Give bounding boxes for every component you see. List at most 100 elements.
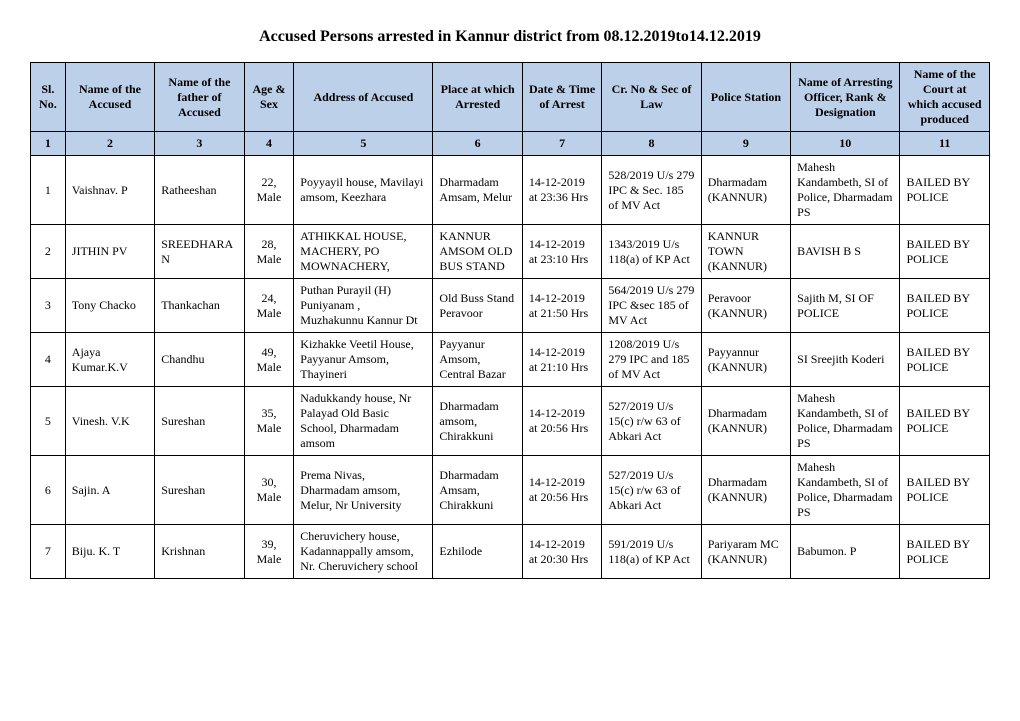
cell-officer: BAVISH B S — [791, 225, 900, 279]
cell-court: BAILED BY POLICE — [900, 525, 990, 579]
cell-place: Dharmadam Amsam, Melur — [433, 156, 522, 225]
cell-father: Krishnan — [155, 525, 244, 579]
table-row: 6Sajin. ASureshan30, MalePrema Nivas, Dh… — [31, 456, 990, 525]
cell-name: JITHIN PV — [65, 225, 154, 279]
cell-name: Vaishnav. P — [65, 156, 154, 225]
cell-father: Sureshan — [155, 387, 244, 456]
cell-court: BAILED BY POLICE — [900, 225, 990, 279]
cell-datetime: 14-12-2019 at 23:10 Hrs — [522, 225, 602, 279]
cell-station: Pariyaram MC (KANNUR) — [701, 525, 790, 579]
cell-place: Payyanur Amsom, Central Bazar — [433, 333, 522, 387]
cell-crno: 1208/2019 U/s 279 IPC and 185 of MV Act — [602, 333, 701, 387]
cell-crno: 564/2019 U/s 279 IPC &sec 185 of MV Act — [602, 279, 701, 333]
cell-age_sex: 22, Male — [244, 156, 294, 225]
colnum: 2 — [65, 132, 154, 156]
colnum: 4 — [244, 132, 294, 156]
colnum: 6 — [433, 132, 522, 156]
arrest-table: Sl. No. Name of the Accused Name of the … — [30, 62, 990, 579]
col-sl: Sl. No. — [31, 63, 66, 132]
cell-name: Sajin. A — [65, 456, 154, 525]
cell-court: BAILED BY POLICE — [900, 333, 990, 387]
cell-name: Biju. K. T — [65, 525, 154, 579]
table-row: 1Vaishnav. PRatheeshan22, MalePoyyayil h… — [31, 156, 990, 225]
column-number-row: 1 2 3 4 5 6 7 8 9 10 11 — [31, 132, 990, 156]
col-name: Name of the Accused — [65, 63, 154, 132]
cell-court: BAILED BY POLICE — [900, 387, 990, 456]
cell-age_sex: 39, Male — [244, 525, 294, 579]
col-age: Age & Sex — [244, 63, 294, 132]
col-court: Name of the Court at which accused produ… — [900, 63, 990, 132]
cell-sl: 5 — [31, 387, 66, 456]
cell-datetime: 14-12-2019 at 21:50 Hrs — [522, 279, 602, 333]
cell-officer: Babumon. P — [791, 525, 900, 579]
cell-officer: Mahesh Kandambeth, SI of Police, Dharmad… — [791, 456, 900, 525]
cell-address: Cheruvichery house, Kadannappally amsom,… — [294, 525, 433, 579]
page-title: Accused Persons arrested in Kannur distr… — [30, 28, 990, 46]
cell-officer: SI Sreejith Koderi — [791, 333, 900, 387]
cell-sl: 7 — [31, 525, 66, 579]
cell-address: Prema Nivas, Dharmadam amsom, Melur, Nr … — [294, 456, 433, 525]
colnum: 10 — [791, 132, 900, 156]
cell-datetime: 14-12-2019 at 23:36 Hrs — [522, 156, 602, 225]
cell-place: Dharmadam amsom, Chirakkuni — [433, 387, 522, 456]
cell-father: Ratheeshan — [155, 156, 244, 225]
cell-address: Puthan Purayil (H) Puniyanam , Muzhakunn… — [294, 279, 433, 333]
table-row: 5Vinesh. V.KSureshan35, MaleNadukkandy h… — [31, 387, 990, 456]
cell-officer: Sajith M, SI OF POLICE — [791, 279, 900, 333]
cell-sl: 6 — [31, 456, 66, 525]
cell-officer: Mahesh Kandambeth, SI of Police, Dharmad… — [791, 156, 900, 225]
cell-age_sex: 49, Male — [244, 333, 294, 387]
table-row: 3Tony ChackoThankachan24, MalePuthan Pur… — [31, 279, 990, 333]
cell-address: Kizhakke Veetil House, Payyanur Amsom, T… — [294, 333, 433, 387]
cell-officer: Mahesh Kandambeth, SI of Police, Dharmad… — [791, 387, 900, 456]
cell-court: BAILED BY POLICE — [900, 279, 990, 333]
colnum: 7 — [522, 132, 602, 156]
col-crno: Cr. No & Sec of Law — [602, 63, 701, 132]
col-place: Place at which Arrested — [433, 63, 522, 132]
cell-place: Dharmadam Amsam, Chirakkuni — [433, 456, 522, 525]
col-station: Police Station — [701, 63, 790, 132]
cell-datetime: 14-12-2019 at 20:30 Hrs — [522, 525, 602, 579]
cell-station: KANNUR TOWN (KANNUR) — [701, 225, 790, 279]
table-row: 7Biju. K. TKrishnan39, MaleCheruvichery … — [31, 525, 990, 579]
col-date: Date & Time of Arrest — [522, 63, 602, 132]
cell-datetime: 14-12-2019 at 20:56 Hrs — [522, 456, 602, 525]
cell-age_sex: 35, Male — [244, 387, 294, 456]
cell-crno: 527/2019 U/s 15(c) r/w 63 of Abkari Act — [602, 387, 701, 456]
cell-crno: 1343/2019 U/s 118(a) of KP Act — [602, 225, 701, 279]
cell-court: BAILED BY POLICE — [900, 456, 990, 525]
cell-address: Poyyayil house, Mavilayi amsom, Keezhara — [294, 156, 433, 225]
col-father: Name of the father of Accused — [155, 63, 244, 132]
cell-age_sex: 28, Male — [244, 225, 294, 279]
col-address: Address of Accused — [294, 63, 433, 132]
cell-place: Ezhilode — [433, 525, 522, 579]
cell-sl: 4 — [31, 333, 66, 387]
cell-station: Dharmadam (KANNUR) — [701, 456, 790, 525]
cell-datetime: 14-12-2019 at 21:10 Hrs — [522, 333, 602, 387]
cell-name: Vinesh. V.K — [65, 387, 154, 456]
cell-datetime: 14-12-2019 at 20:56 Hrs — [522, 387, 602, 456]
colnum: 9 — [701, 132, 790, 156]
cell-court: BAILED BY POLICE — [900, 156, 990, 225]
cell-place: KANNUR AMSOM OLD BUS STAND — [433, 225, 522, 279]
cell-station: Dharmadam (KANNUR) — [701, 156, 790, 225]
colnum: 8 — [602, 132, 701, 156]
cell-station: Payyannur (KANNUR) — [701, 333, 790, 387]
colnum: 3 — [155, 132, 244, 156]
cell-address: ATHIKKAL HOUSE, MACHERY, PO MOWNACHERY, — [294, 225, 433, 279]
cell-age_sex: 24, Male — [244, 279, 294, 333]
colnum: 1 — [31, 132, 66, 156]
col-officer: Name of Arresting Officer, Rank & Design… — [791, 63, 900, 132]
colnum: 11 — [900, 132, 990, 156]
cell-crno: 528/2019 U/s 279 IPC & Sec. 185 of MV Ac… — [602, 156, 701, 225]
cell-age_sex: 30, Male — [244, 456, 294, 525]
cell-crno: 527/2019 U/s 15(c) r/w 63 of Abkari Act — [602, 456, 701, 525]
cell-father: Chandhu — [155, 333, 244, 387]
cell-address: Nadukkandy house, Nr Palayad Old Basic S… — [294, 387, 433, 456]
cell-father: Sureshan — [155, 456, 244, 525]
table-row: 2JITHIN PVSREEDHARAN28, MaleATHIKKAL HOU… — [31, 225, 990, 279]
cell-station: Peravoor (KANNUR) — [701, 279, 790, 333]
colnum: 5 — [294, 132, 433, 156]
header-row: Sl. No. Name of the Accused Name of the … — [31, 63, 990, 132]
cell-sl: 1 — [31, 156, 66, 225]
